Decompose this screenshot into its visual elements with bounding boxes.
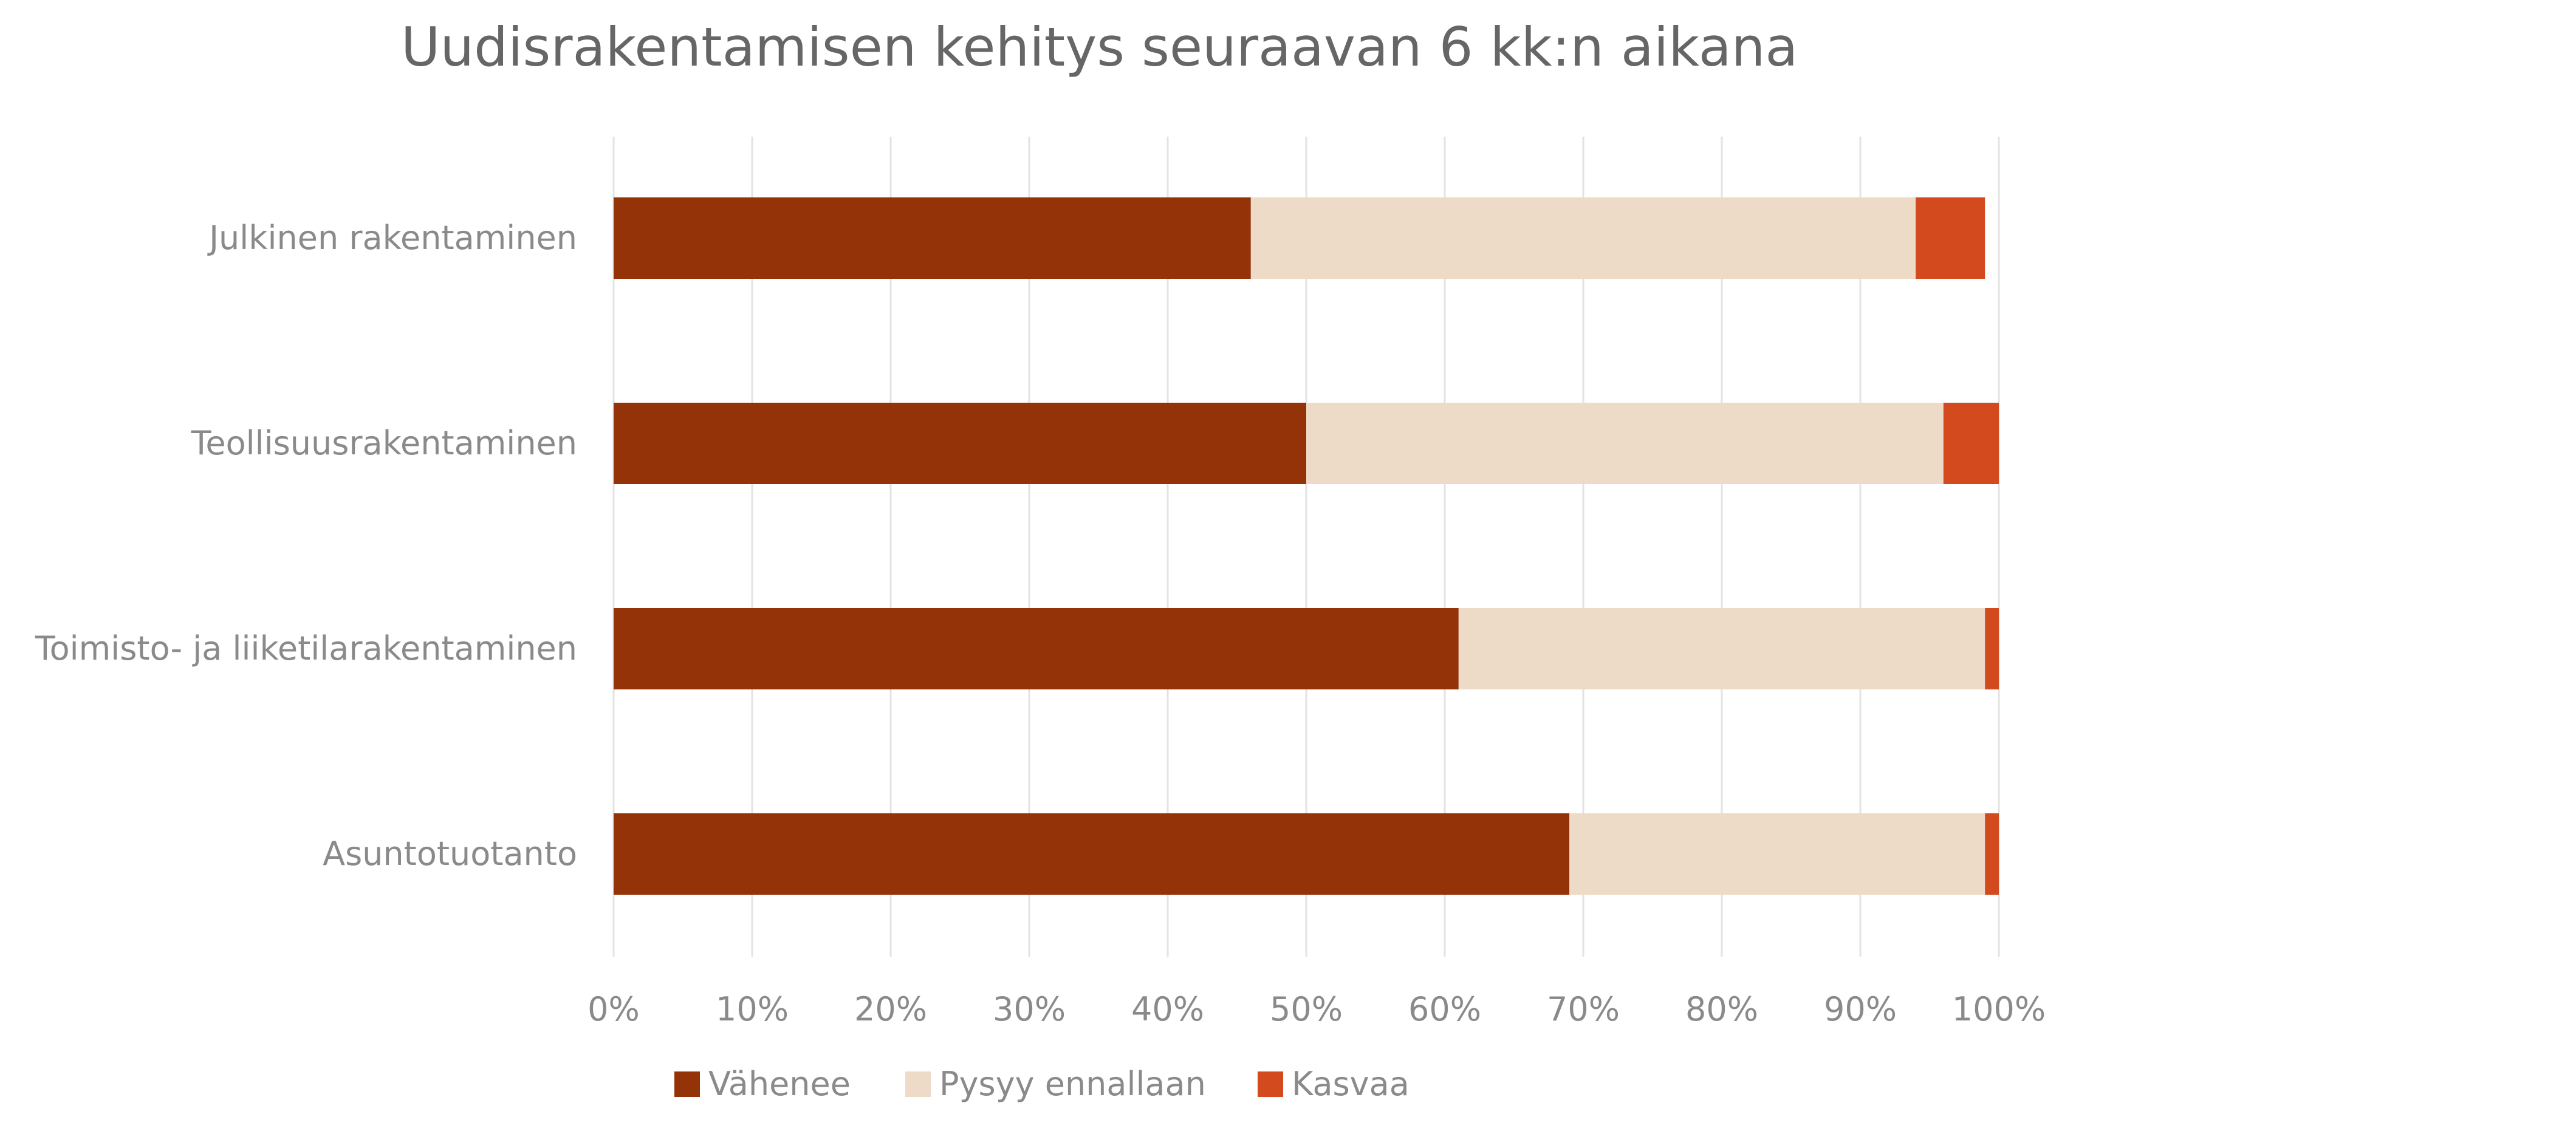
x-tick-label: 90% (1824, 990, 1897, 1028)
chart-title: Uudisrakentamisen kehitys seuraavan 6 kk… (401, 16, 1798, 78)
legend-swatch (905, 1071, 931, 1097)
bar-segment (614, 403, 1306, 484)
legend-swatch (1258, 1071, 1283, 1097)
legend-label: Pysyy ennallaan (939, 1065, 1206, 1103)
x-tick-label: 50% (1270, 990, 1343, 1028)
category-label: Julkinen rakentaminen (207, 219, 577, 257)
x-tick-label: 80% (1685, 990, 1758, 1028)
x-tick-label: 40% (1131, 990, 1204, 1028)
bar-segment (614, 197, 1251, 279)
bar-segment (1985, 608, 1999, 689)
legend-label: Vähenee (708, 1065, 851, 1103)
bar-segment (1306, 403, 1944, 484)
bar-segment (1916, 197, 1985, 279)
bar-segment (1985, 813, 1999, 895)
x-tick-label: 20% (854, 990, 927, 1028)
bars (614, 197, 1999, 895)
bar-segment (1458, 608, 1985, 689)
x-axis-tick-labels: 0% 10% 20% 30% 40% 50% 60% 70% 80% 90% 100% (587, 990, 2046, 1028)
legend-swatch (674, 1071, 700, 1097)
x-tick-label: 70% (1547, 990, 1620, 1028)
category-labels: Julkinen rakentaminen Teollisuusrakentami… (35, 219, 577, 873)
category-label: Teollisuusrakentaminen (191, 424, 577, 462)
bar-segment (614, 608, 1459, 689)
x-tick-label: 0% (587, 990, 640, 1028)
x-tick-label: 10% (716, 990, 789, 1028)
legend-label: Kasvaa (1292, 1065, 1410, 1103)
bar-segment (1250, 197, 1916, 279)
x-tick-label: 30% (993, 990, 1066, 1028)
x-tick-label: 60% (1408, 990, 1481, 1028)
category-label: Toimisto- ja liiketilarakentaminen (35, 629, 577, 668)
bar-segment (1569, 813, 1985, 895)
x-tick-label: 100% (1952, 990, 2046, 1028)
legend: Vähenee Pysyy ennallaan Kasvaa (674, 1065, 1410, 1103)
bar-segment (614, 813, 1570, 895)
category-label: Asuntotuotanto (323, 835, 577, 873)
bar-segment (1943, 403, 1999, 484)
